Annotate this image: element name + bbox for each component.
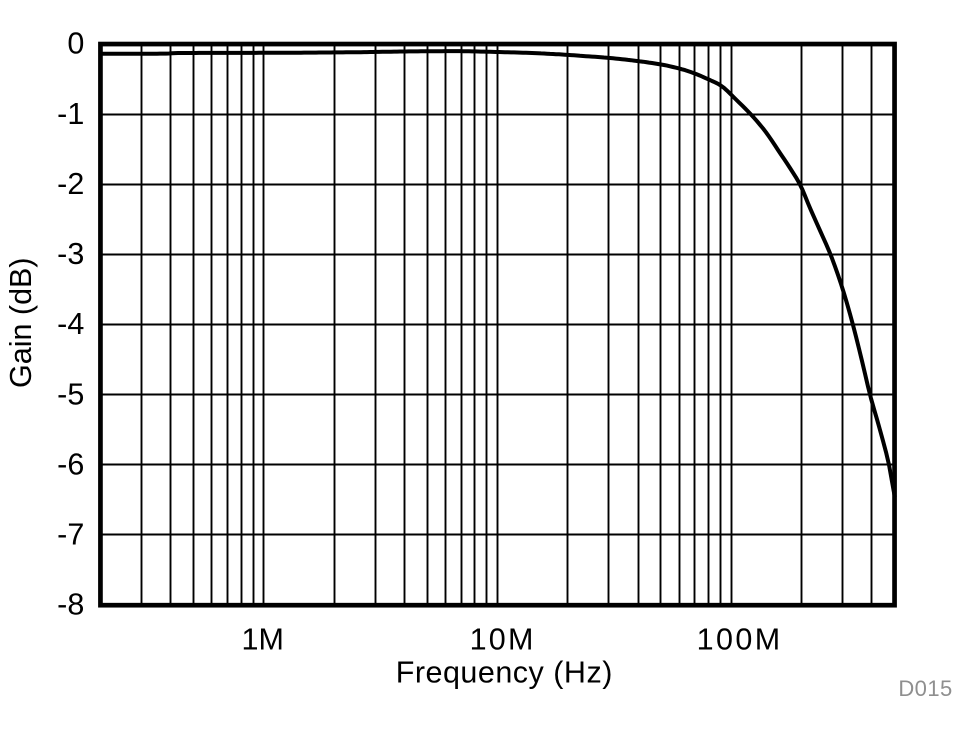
svg-text:-7: -7 [57,518,84,552]
svg-text:-6: -6 [57,447,84,481]
svg-text:100M: 100M [697,623,783,657]
svg-text:-4: -4 [57,307,84,341]
svg-text:-3: -3 [57,237,84,271]
svg-text:10M: 10M [470,623,536,657]
svg-text:0: 0 [67,27,84,61]
svg-text:D015: D015 [898,676,952,701]
svg-text:Gain (dB): Gain (dB) [4,257,38,388]
svg-text:-5: -5 [57,377,84,411]
svg-text:1M: 1M [242,623,284,657]
svg-text:Frequency (Hz): Frequency (Hz) [396,656,613,690]
svg-text:-1: -1 [57,97,84,131]
svg-text:-2: -2 [57,167,84,201]
svg-text:-8: -8 [57,588,84,622]
